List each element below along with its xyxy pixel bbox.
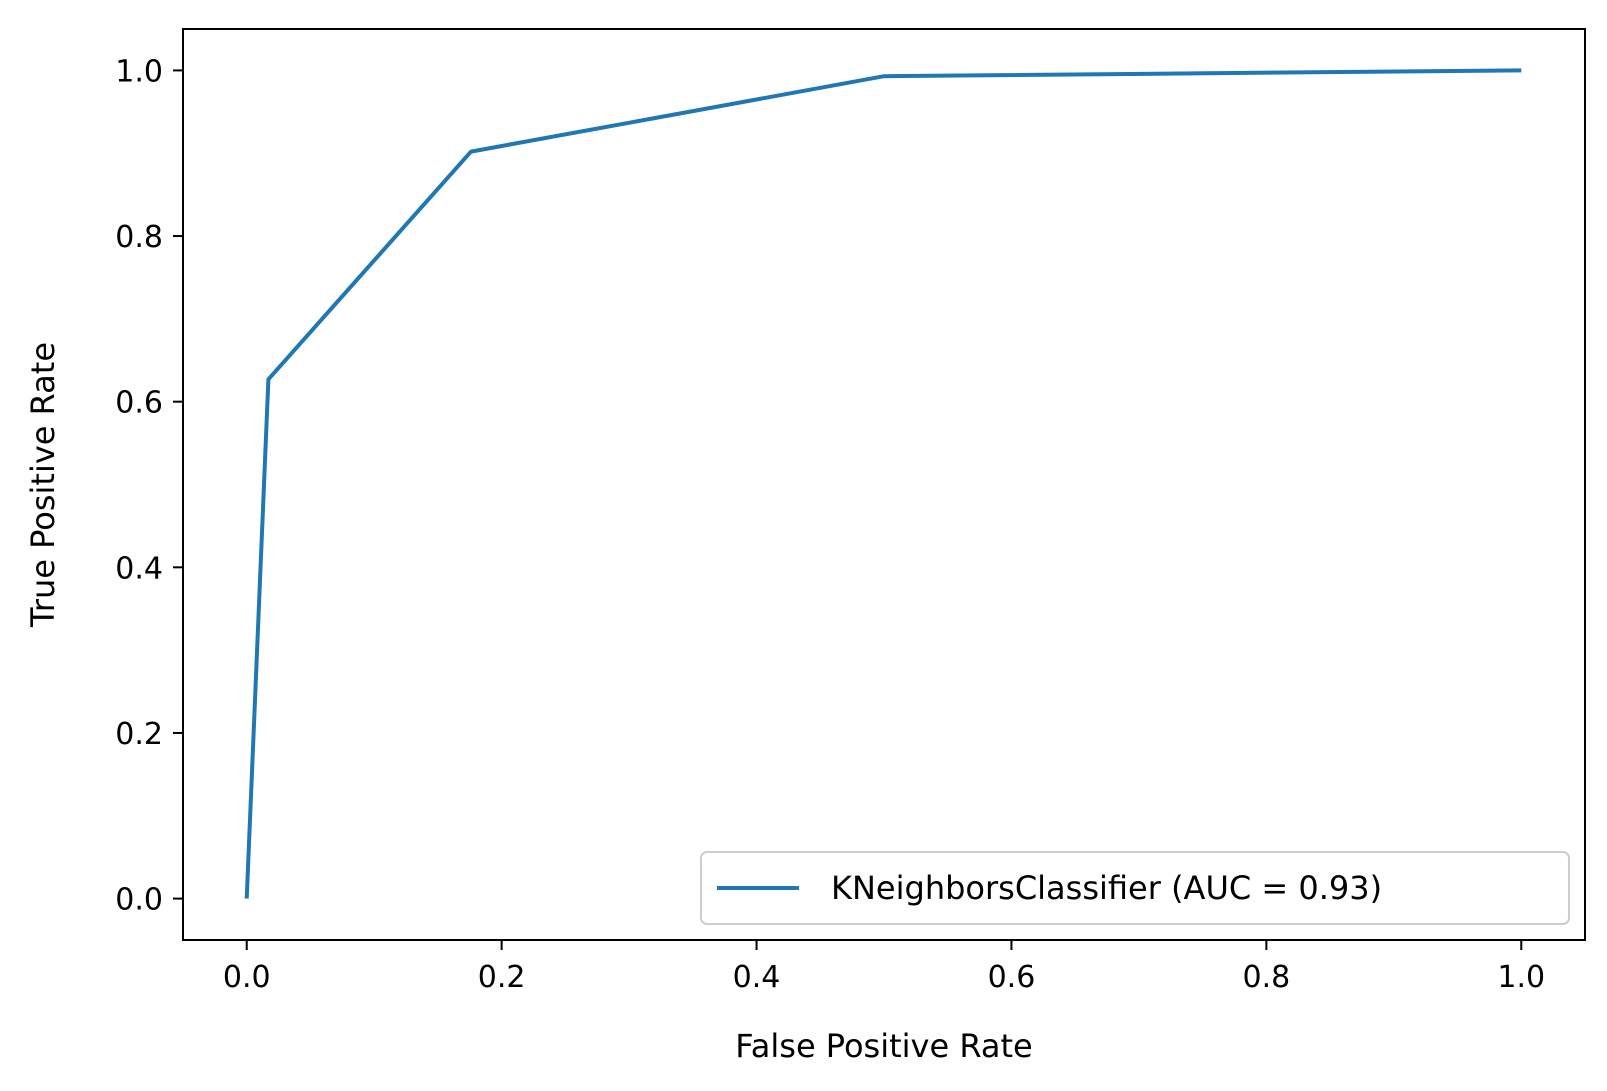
x-tick-label: 0.2 bbox=[478, 960, 526, 995]
x-tick-label: 0.4 bbox=[733, 960, 781, 995]
legend-box bbox=[700, 851, 1570, 925]
series-layer bbox=[244, 68, 1522, 899]
legend: KNeighborsClassifier (AUC = 0.93) bbox=[700, 851, 1570, 925]
legend-label: KNeighborsClassifier (AUC = 0.93) bbox=[831, 869, 1382, 907]
x-tick-label: 0.8 bbox=[1243, 960, 1291, 995]
x-axis-label: False Positive Rate bbox=[735, 1027, 1032, 1065]
y-tick-label: 0.4 bbox=[115, 551, 163, 586]
x-tick-label: 1.0 bbox=[1497, 960, 1545, 995]
plot-frame bbox=[182, 28, 1586, 941]
y-tick-label: 0.0 bbox=[115, 883, 163, 918]
y-axis-ticks: 0.0 0.2 0.4 0.6 0.8 1.0 bbox=[115, 54, 183, 918]
x-tick-label: 0.6 bbox=[988, 960, 1036, 995]
roc-curve-line bbox=[244, 68, 1522, 899]
y-tick-label: 0.2 bbox=[115, 717, 163, 752]
x-tick-label: 0.0 bbox=[223, 960, 271, 995]
y-tick-label: 0.6 bbox=[115, 386, 163, 421]
y-tick-label: 1.0 bbox=[115, 54, 163, 89]
y-axis-label: True Positive Rate bbox=[24, 342, 62, 628]
y-tick-label: 0.8 bbox=[115, 220, 163, 255]
x-axis-ticks: 0.0 0.2 0.4 0.6 0.8 1.0 bbox=[223, 940, 1545, 995]
